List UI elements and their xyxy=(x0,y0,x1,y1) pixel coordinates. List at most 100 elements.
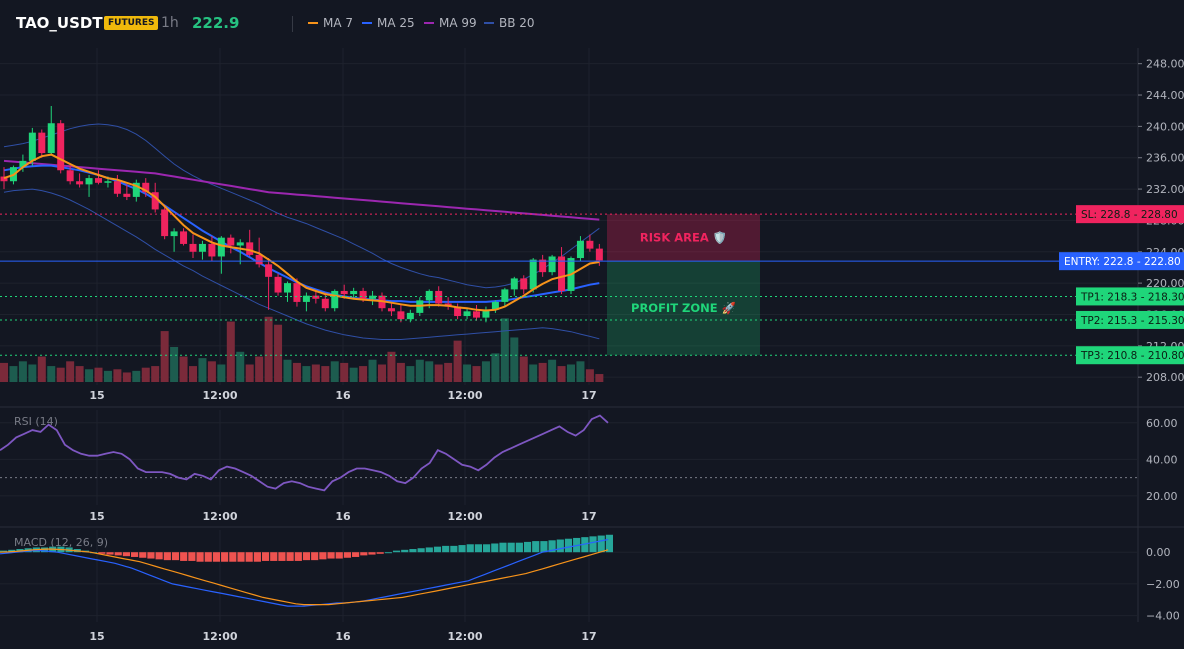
candle xyxy=(491,300,499,313)
macd-histogram-bar xyxy=(180,552,188,561)
volume-bar xyxy=(557,366,566,382)
volume-bar xyxy=(311,364,320,382)
candle-body xyxy=(529,259,537,290)
candle-body xyxy=(454,306,462,317)
volume-bar xyxy=(141,367,150,382)
volume-bar xyxy=(510,337,519,382)
profit-zone-label: PROFIT ZONE 🚀 xyxy=(631,301,737,315)
candle xyxy=(170,228,178,252)
candle-body xyxy=(85,178,93,185)
candle-body xyxy=(47,123,55,154)
candle-body xyxy=(28,132,36,161)
candle xyxy=(38,129,46,158)
volume-bar xyxy=(255,356,264,382)
macd-histogram-bar xyxy=(605,534,613,553)
legend-bb20-swatch xyxy=(484,22,494,24)
candle xyxy=(387,301,395,317)
volume-bar xyxy=(94,367,103,382)
volume-bar xyxy=(160,331,169,382)
macd-histogram-bar xyxy=(147,552,155,559)
macd-histogram-bar xyxy=(188,552,196,561)
candle xyxy=(331,289,339,312)
candle xyxy=(208,236,216,262)
candle xyxy=(321,292,329,312)
legend-ma25[interactable]: MA 25 xyxy=(362,16,415,30)
macd-signal-line xyxy=(0,548,609,606)
macd-histogram-bar xyxy=(8,549,16,553)
candle xyxy=(132,179,140,202)
volume-bar xyxy=(47,366,56,382)
legend-ma7-swatch xyxy=(308,22,318,24)
volume-bar xyxy=(113,369,122,382)
candle xyxy=(76,173,84,188)
volume-bar xyxy=(595,374,604,382)
macd-histogram-bar xyxy=(98,552,106,554)
macd-histogram-bar xyxy=(270,552,278,561)
volume-bar xyxy=(170,347,179,382)
rsi-y-tick-label: 20.00 xyxy=(1146,490,1178,503)
macd-title: MACD (12, 26, 9) xyxy=(14,536,108,549)
macd-histogram-bar xyxy=(450,545,458,553)
candle xyxy=(142,178,150,197)
candle-body xyxy=(208,243,216,257)
candle xyxy=(198,240,206,260)
candle xyxy=(217,236,225,274)
candle-body xyxy=(19,160,27,168)
x-tick-label: 12:00 xyxy=(447,630,482,643)
candle-body xyxy=(302,295,310,302)
volume-bar xyxy=(179,356,188,382)
volume-bar xyxy=(189,366,197,382)
volume-bar xyxy=(500,318,509,382)
macd-y-tick-label: −4.00 xyxy=(1146,610,1180,623)
candle-body xyxy=(95,178,102,183)
macd-histogram-bar xyxy=(302,552,311,561)
candle-body xyxy=(151,192,159,210)
candle xyxy=(350,287,358,299)
y-tick-label: 244.00 xyxy=(1146,89,1184,102)
last-price: 222.9 xyxy=(192,14,240,32)
candle-body xyxy=(435,290,443,304)
candle-body xyxy=(170,231,178,237)
macd-histogram-bar xyxy=(294,552,302,561)
volume-bar xyxy=(415,359,424,382)
macd-histogram-bar xyxy=(286,552,294,561)
legend-ma99[interactable]: MA 99 xyxy=(424,16,477,30)
x-tick-label: 12:00 xyxy=(202,389,237,402)
candle-body xyxy=(586,240,594,249)
volume-bar xyxy=(274,324,283,382)
candle-body xyxy=(558,256,566,291)
candle xyxy=(444,297,452,310)
macd-histogram-bar xyxy=(155,552,163,560)
legend-ma99-swatch xyxy=(424,22,434,24)
candle xyxy=(19,154,27,172)
macd-histogram-bar xyxy=(163,552,171,561)
volume-bar xyxy=(567,364,575,382)
timeframe-label[interactable]: 1h xyxy=(161,15,179,31)
legend-ma7-label: MA 7 xyxy=(323,16,354,30)
legend-ma7[interactable]: MA 7 xyxy=(308,16,353,30)
macd-histogram-bar xyxy=(474,544,483,553)
symbol-label[interactable]: TAO_USDT xyxy=(16,14,103,32)
volume-bar xyxy=(368,359,377,382)
macd-histogram-bar xyxy=(130,552,139,557)
macd-histogram-bar xyxy=(327,552,335,559)
volume-bar xyxy=(103,370,112,382)
candle-body xyxy=(104,181,112,183)
macd-histogram-bar xyxy=(245,552,253,562)
volume-bar xyxy=(519,356,528,382)
legend-bb20[interactable]: BB 20 xyxy=(484,16,535,30)
candle-body xyxy=(491,301,499,310)
macd-histogram-bar xyxy=(442,545,450,553)
volume-bar xyxy=(359,366,368,382)
macd-histogram-bar xyxy=(401,549,409,553)
macd-y-tick-label: −2.00 xyxy=(1146,578,1180,591)
macd-histogram-bar xyxy=(229,552,237,562)
candle-body xyxy=(473,311,480,318)
legend-ma99-label: MA 99 xyxy=(439,16,477,30)
rsi-y-tick-label: 60.00 xyxy=(1146,417,1178,430)
level-label: ENTRY: 222.8 - 222.80 xyxy=(1064,256,1181,268)
x-tick-label: 15 xyxy=(89,389,104,402)
chart-header: TAO_USDT FUTURES 1h 222.9 MA 7 MA 25 MA … xyxy=(0,0,1184,48)
candle xyxy=(529,258,537,293)
